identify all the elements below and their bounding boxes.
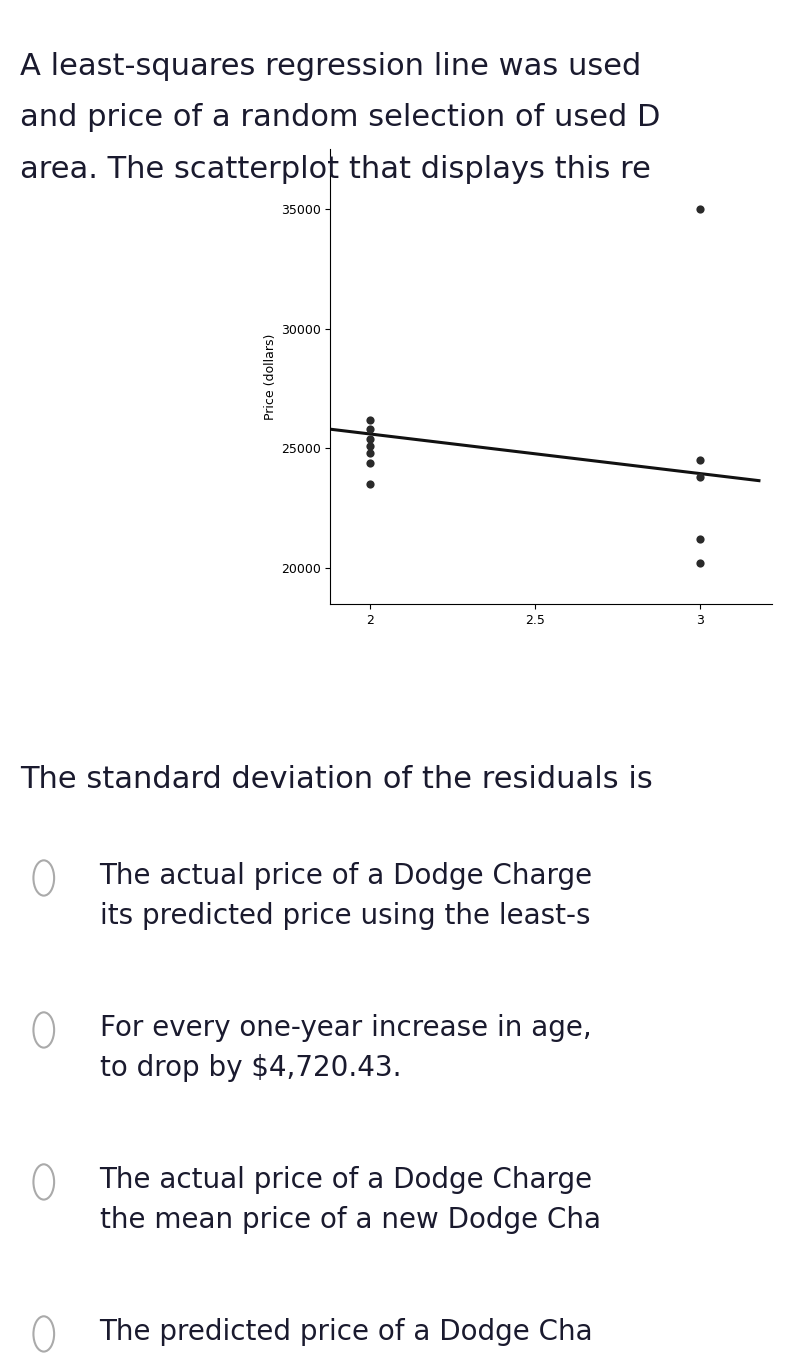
Text: The actual price of a Dodge Charge: The actual price of a Dodge Charge [100, 1166, 593, 1194]
Text: A least-squares regression line was used: A least-squares regression line was used [20, 52, 641, 80]
Text: its predicted price using the least-s: its predicted price using the least-s [100, 902, 590, 931]
Point [364, 436, 377, 457]
Text: The predicted price of a Dodge Cha: The predicted price of a Dodge Cha [100, 1318, 593, 1346]
Point [364, 452, 377, 474]
Text: area. The scatterplot that displays this re: area. The scatterplot that displays this… [20, 155, 651, 183]
Text: For every one-year increase in age,: For every one-year increase in age, [100, 1014, 591, 1042]
Point [364, 408, 377, 430]
Point [693, 528, 706, 550]
Point [364, 442, 377, 464]
Text: the mean price of a new Dodge Cha: the mean price of a new Dodge Cha [100, 1206, 600, 1235]
Point [364, 418, 377, 440]
Y-axis label: Price (dollars): Price (dollars) [263, 334, 276, 419]
Point [364, 474, 377, 495]
Text: The actual price of a Dodge Charge: The actual price of a Dodge Charge [100, 862, 593, 890]
Point [693, 449, 706, 471]
Point [693, 552, 706, 574]
Point [693, 467, 706, 489]
Text: and price of a random selection of used D: and price of a random selection of used … [20, 103, 660, 132]
Text: to drop by $4,720.43.: to drop by $4,720.43. [100, 1054, 401, 1083]
Point [364, 427, 377, 449]
Text: The standard deviation of the residuals is: The standard deviation of the residuals … [20, 765, 653, 794]
Point [693, 198, 706, 220]
